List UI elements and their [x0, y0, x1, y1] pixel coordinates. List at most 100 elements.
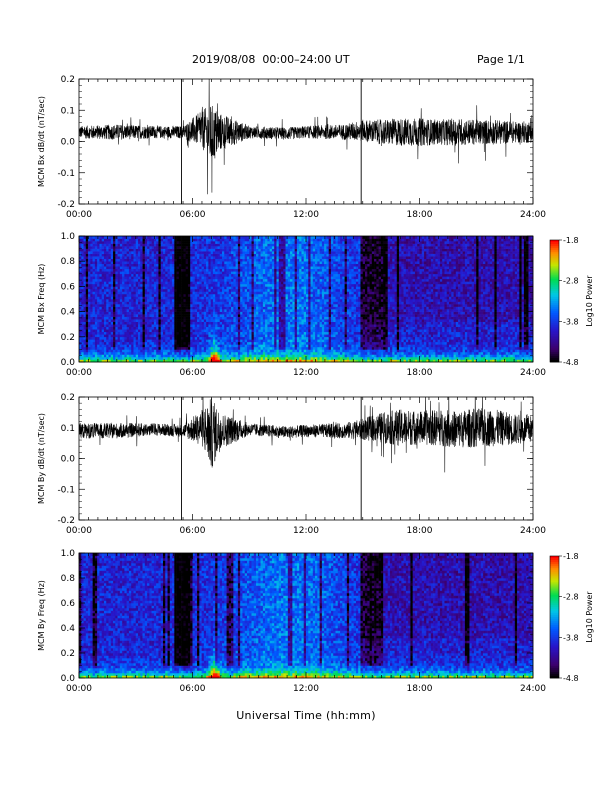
- heatmap-cell: [226, 286, 230, 290]
- heatmap-cell: [124, 293, 127, 297]
- heatmap-cell: [256, 299, 259, 302]
- heatmap-cell: [217, 296, 221, 300]
- heatmap-cell: [258, 256, 261, 259]
- heatmap-cell: [292, 351, 295, 355]
- heatmap-cell: [262, 268, 266, 272]
- heatmap-cell: [178, 351, 182, 355]
- heatmap-cell: [176, 326, 180, 330]
- heatmap-cell: [160, 291, 164, 295]
- heatmap-cell: [158, 266, 162, 270]
- heatmap-cell: [271, 314, 275, 317]
- heatmap-cell: [242, 238, 246, 242]
- heatmap-cell: [131, 291, 134, 295]
- heatmap-cell: [233, 273, 236, 277]
- heatmap-cell: [178, 296, 182, 300]
- heatmap-cell: [135, 261, 139, 265]
- heatmap-cell: [133, 263, 137, 267]
- heatmap-cell: [113, 349, 116, 353]
- heatmap-cell: [135, 341, 139, 345]
- heatmap-cell: [296, 339, 300, 343]
- heatmap-cell: [244, 301, 248, 305]
- heatmap-cell: [217, 253, 221, 257]
- heatmap-cell: [203, 263, 207, 267]
- heatmap-cell: [90, 293, 93, 297]
- heatmap-cell: [151, 293, 155, 297]
- heatmap-cell: [158, 251, 162, 254]
- heatmap-cell: [178, 354, 182, 358]
- heatmap-cell: [256, 316, 259, 320]
- heatmap-cell: [242, 339, 246, 343]
- heatmap-cell: [135, 293, 139, 297]
- heatmap-cell: [233, 311, 236, 315]
- heatmap-cell: [103, 286, 107, 290]
- heatmap-cell: [240, 263, 243, 267]
- heatmap-cell: [260, 306, 264, 310]
- heatmap-cell: [103, 329, 107, 333]
- heatmap-cell: [212, 283, 216, 287]
- heatmap-cell: [203, 316, 207, 320]
- heatmap-cell: [244, 314, 248, 317]
- heatmap-cell: [156, 251, 159, 254]
- heatmap-cell: [178, 286, 182, 290]
- heatmap-cell: [103, 304, 107, 307]
- heatmap-cell: [192, 341, 196, 345]
- heatmap-cell: [144, 326, 148, 330]
- heatmap-cell: [151, 238, 155, 242]
- heatmap-cell: [151, 326, 155, 330]
- heatmap-cell: [199, 314, 202, 317]
- heatmap-cell: [185, 306, 189, 310]
- heatmap-cell: [169, 256, 173, 259]
- heatmap-cell: [290, 236, 293, 239]
- heatmap-cell: [169, 258, 173, 262]
- heatmap-cell: [149, 299, 152, 302]
- heatmap-cell: [92, 349, 96, 353]
- heatmap-cell: [97, 291, 100, 295]
- heatmap-cell: [281, 301, 284, 305]
- heatmap-cell: [81, 266, 84, 270]
- heatmap-cell: [215, 311, 218, 315]
- heatmap-cell: [278, 288, 282, 292]
- heatmap-cell: [153, 276, 157, 280]
- heatmap-cell: [240, 291, 243, 295]
- heatmap-cell: [269, 319, 273, 322]
- heatmap-cell: [144, 306, 148, 310]
- heatmap-cell: [192, 339, 196, 343]
- heatmap-cell: [108, 296, 112, 300]
- heatmap-cell: [183, 319, 186, 322]
- heatmap-cell: [174, 299, 177, 302]
- heatmap-cell: [158, 341, 162, 345]
- heatmap-cell: [151, 248, 155, 252]
- heatmap-cell: [285, 283, 289, 287]
- heatmap-cell: [283, 296, 286, 300]
- heatmap-cell: [281, 253, 284, 257]
- heatmap-cell: [85, 261, 89, 265]
- heatmap-cell: [187, 314, 191, 317]
- heatmap-cell: [167, 253, 171, 257]
- heatmap-cell: [135, 243, 139, 247]
- heatmap-cell: [81, 354, 84, 358]
- heatmap-cell: [88, 276, 91, 280]
- heatmap-cell: [215, 354, 218, 358]
- heatmap-cell: [169, 319, 173, 322]
- heatmap-cell: [122, 236, 125, 239]
- heatmap-cell: [113, 271, 116, 275]
- heatmap-cell: [228, 349, 232, 353]
- heatmap-cell: [138, 351, 141, 355]
- heatmap-cell: [215, 276, 218, 280]
- heatmap-cell: [178, 281, 182, 285]
- heatmap-cell: [287, 276, 291, 280]
- heatmap-cell: [153, 288, 157, 292]
- heatmap-cell: [271, 241, 275, 244]
- heatmap-cell: [192, 331, 196, 335]
- heatmap-cell: [165, 283, 168, 287]
- heatmap-cell: [162, 243, 166, 247]
- heatmap-cell: [181, 336, 184, 340]
- heatmap-cell: [128, 238, 132, 242]
- heatmap-cell: [237, 299, 241, 302]
- heatmap-cell: [296, 319, 300, 322]
- heatmap-cell: [208, 346, 211, 350]
- heatmap-cell: [83, 304, 87, 307]
- heatmap-cell: [267, 268, 270, 272]
- heatmap-cell: [224, 334, 227, 338]
- heatmap-cell: [274, 311, 277, 315]
